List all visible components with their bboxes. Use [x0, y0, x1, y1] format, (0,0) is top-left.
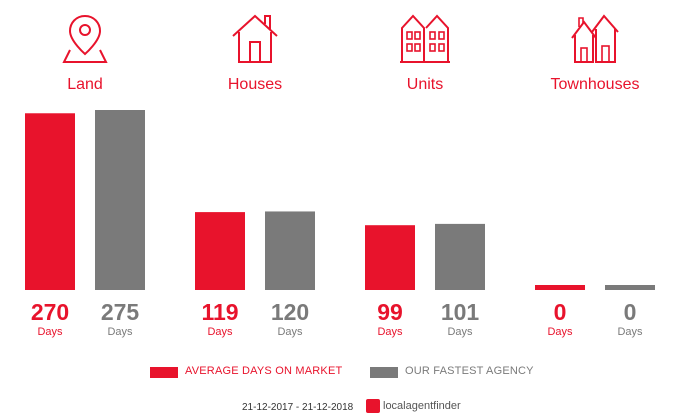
category-townhouses: Townhouses [520, 10, 670, 94]
days-on-market-chart: 270Days275Days119Days120Days99Days101Day… [25, 110, 655, 338]
house-icon [232, 14, 278, 63]
apartment-building-icon [400, 14, 450, 63]
unit-label-units-fastest: Days [447, 326, 473, 338]
category-land: Land [10, 10, 160, 94]
category-label-units: Units [406, 76, 444, 93]
unit-label-houses-average: Days [207, 326, 233, 338]
bar-units-fastest [435, 223, 485, 290]
value-label-units-average: 99 [377, 299, 403, 325]
bar-houses-average [195, 212, 245, 290]
bar-land-average [25, 113, 75, 290]
brand-name: localagentfinder [383, 400, 461, 412]
bar-townhouses-average [535, 285, 585, 290]
bar-townhouses-fastest [605, 285, 655, 290]
category-label-townhouses: Townhouses [550, 76, 640, 93]
brand-logo-icon [366, 399, 380, 413]
value-label-land-average: 270 [31, 299, 69, 325]
legend-swatch-average [150, 367, 178, 378]
value-label-units-fastest: 101 [441, 299, 480, 325]
legend: AVERAGE DAYS ON MARKET OUR FASTEST AGENC… [0, 362, 700, 382]
bar-houses-fastest [265, 211, 315, 290]
map-pin-icon [62, 14, 108, 63]
category-label-land: Land [67, 76, 103, 93]
legend-label-average: AVERAGE DAYS ON MARKET [185, 365, 343, 377]
value-label-houses-average: 119 [201, 299, 238, 325]
legend-swatch-fastest [370, 367, 398, 378]
bar-units-average [365, 225, 415, 290]
unit-label-units-average: Days [377, 326, 403, 338]
bar-land-fastest [95, 110, 145, 290]
unit-label-houses-fastest: Days [277, 326, 303, 338]
footer: 21-12-2017 - 21-12-2018 localagentfinder [0, 398, 700, 418]
date-range: 21-12-2017 - 21-12-2018 [242, 402, 354, 413]
unit-label-townhouses-fastest: Days [617, 326, 643, 338]
category-label-houses: Houses [227, 76, 283, 93]
unit-label-land-average: Days [37, 326, 63, 338]
unit-label-townhouses-average: Days [547, 326, 573, 338]
value-label-townhouses-average: 0 [554, 299, 567, 325]
category-houses: Houses [180, 10, 330, 94]
unit-label-land-fastest: Days [107, 326, 133, 338]
value-label-townhouses-fastest: 0 [624, 299, 637, 325]
townhouses-icon [571, 14, 619, 63]
value-label-houses-fastest: 120 [271, 299, 309, 325]
legend-label-fastest: OUR FASTEST AGENCY [405, 365, 534, 377]
value-label-land-fastest: 275 [101, 299, 140, 325]
category-units: Units [350, 10, 500, 94]
